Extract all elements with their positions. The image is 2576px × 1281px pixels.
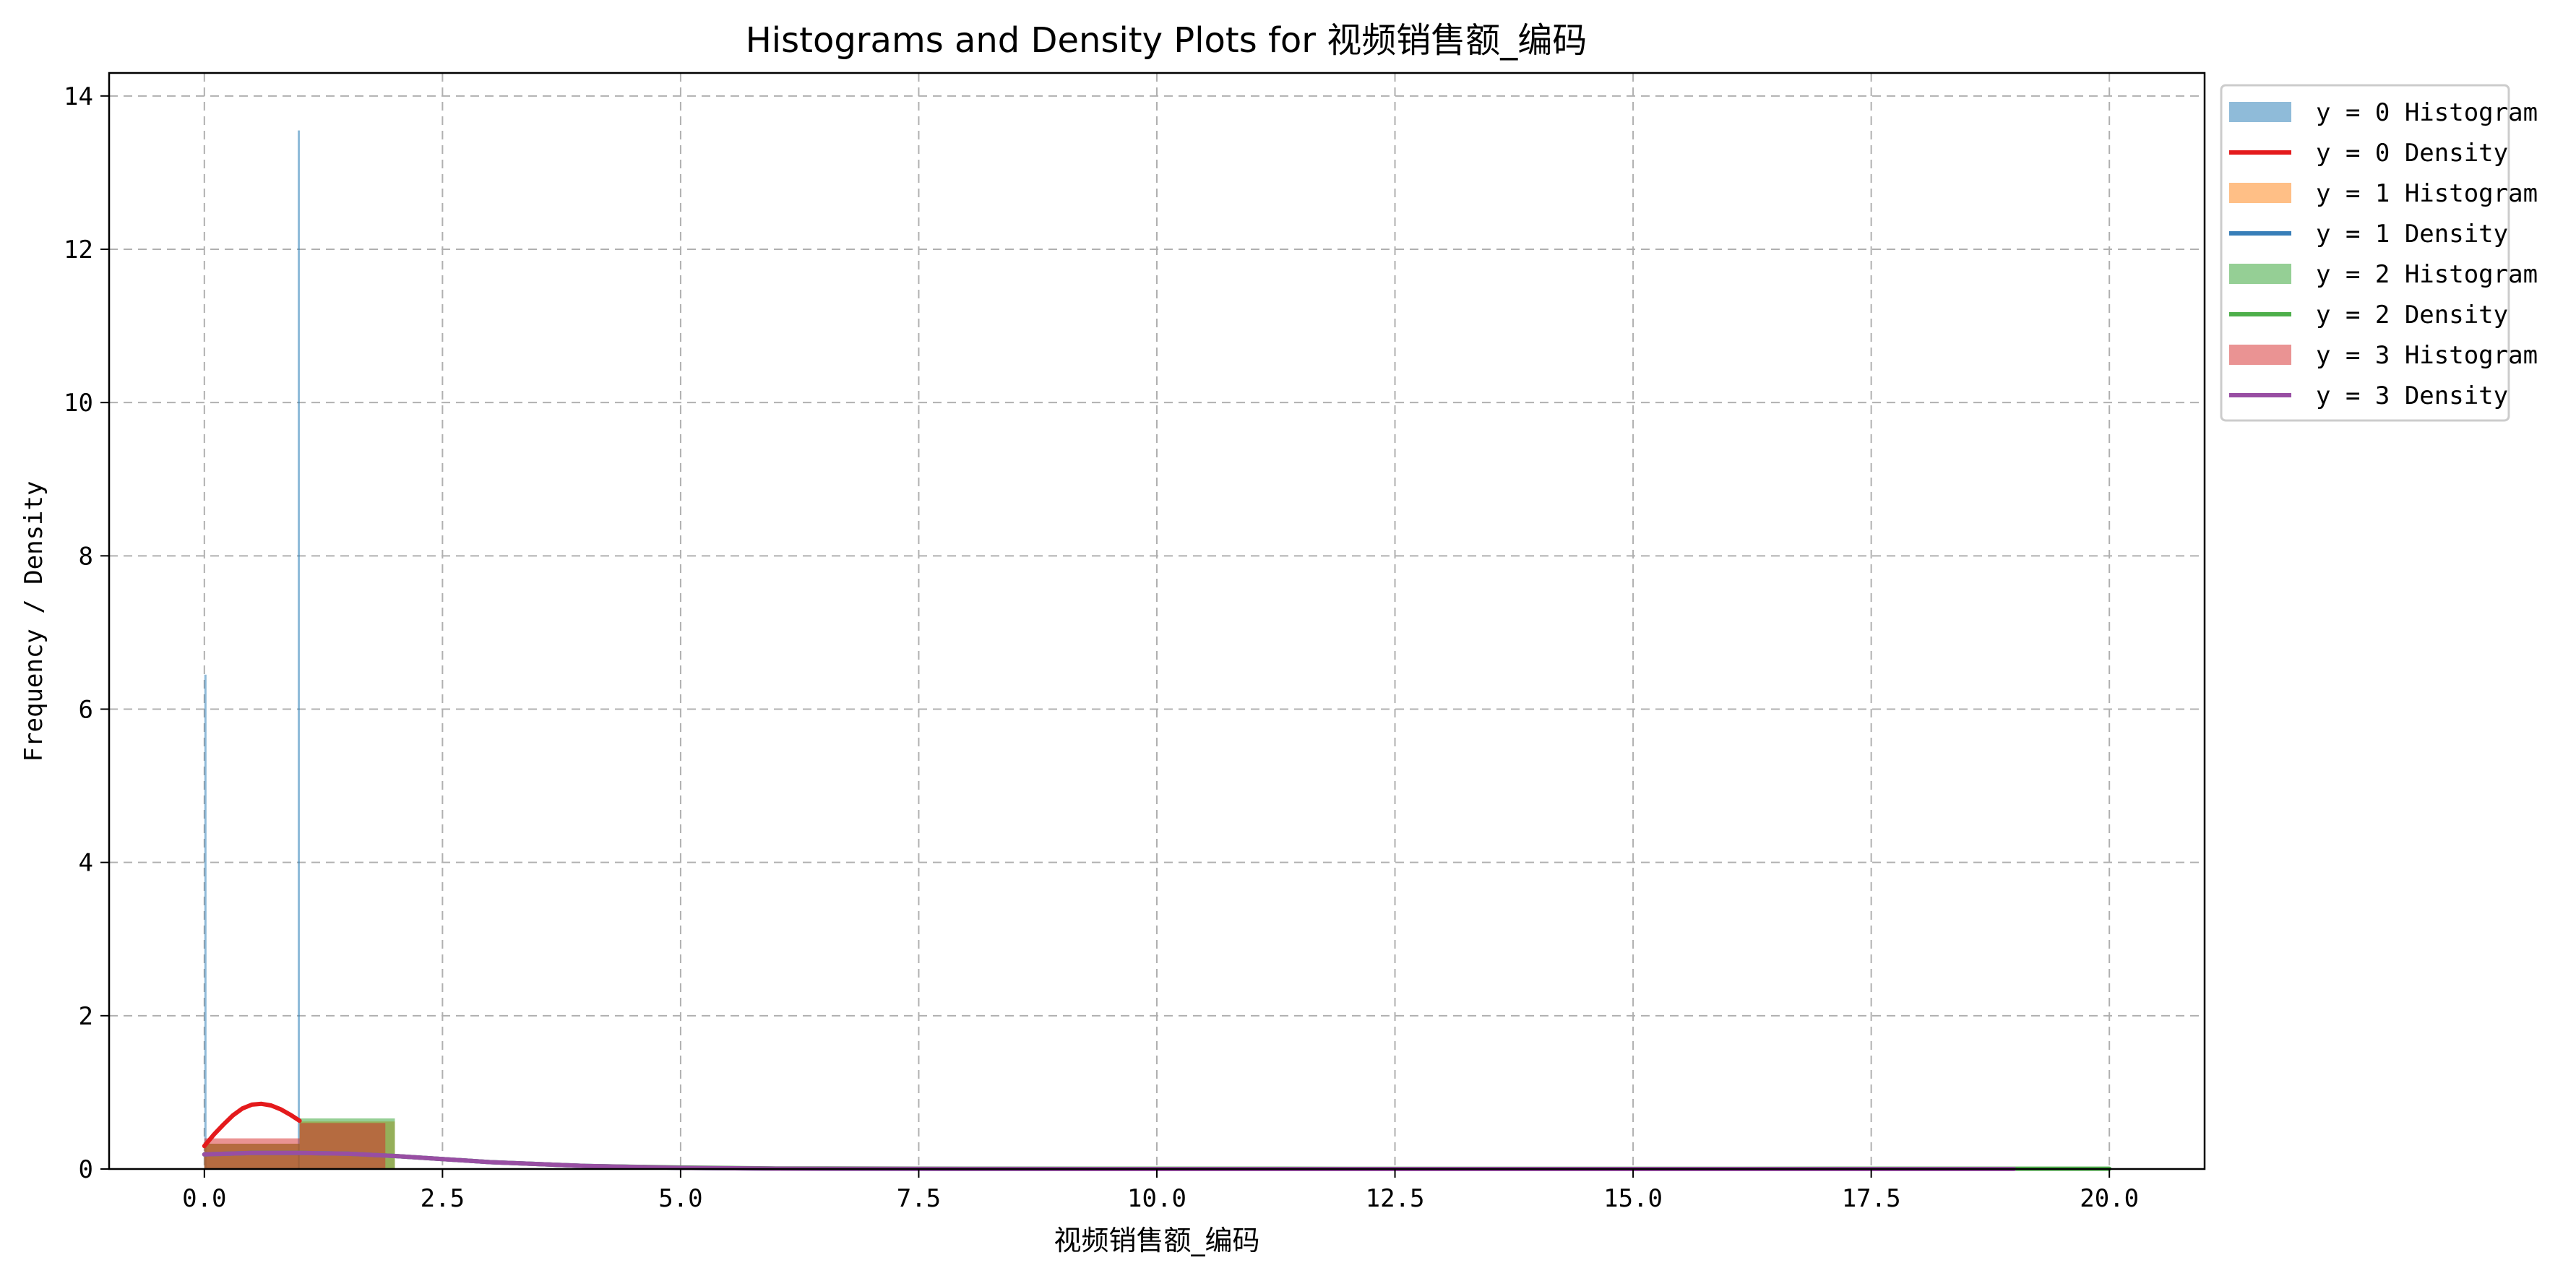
legend-histogram-swatch: [2229, 183, 2291, 203]
legend-histogram-label: y = 3 Histogram: [2316, 341, 2538, 370]
x-tick-label: 20.0: [2080, 1184, 2139, 1213]
y-tick-label: 2: [79, 1002, 93, 1031]
legend-density-label: y = 1 Density: [2316, 220, 2508, 249]
y-tick-label: 8: [79, 542, 93, 571]
x-axis-label: 视频销售额_编码: [1054, 1225, 1259, 1256]
legend-histogram-swatch: [2229, 345, 2291, 365]
legend-density-label: y = 0 Density: [2316, 139, 2508, 168]
y-tick-label: 6: [79, 695, 93, 724]
legend-histogram-label: y = 1 Histogram: [2316, 179, 2538, 208]
y-tick-label: 10: [64, 389, 93, 418]
legend-histogram-label: y = 2 Histogram: [2316, 260, 2538, 289]
x-tick-label: 2.5: [421, 1184, 465, 1213]
y-tick-label: 12: [64, 236, 93, 264]
x-tick-label: 10.0: [1127, 1184, 1186, 1213]
legend: y = 0 Histogram y = 0 Density y = 1 Histog…: [2220, 84, 2538, 422]
x-tick-label: 17.5: [1842, 1184, 1901, 1213]
histogram-bar: [298, 130, 300, 1169]
x-axis-ticks: 0.0 2.5 5.0 7.5 10.0 12.5 15.0 17.5 20.0: [182, 1169, 2139, 1213]
x-tick-label: 12.5: [1366, 1184, 1425, 1213]
x-tick-label: 0.0: [182, 1184, 226, 1213]
histogram-bar: [299, 1123, 386, 1169]
legend-histogram-swatch: [2229, 264, 2291, 284]
x-tick-label: 7.5: [897, 1184, 941, 1213]
y-tick-label: 0: [79, 1155, 93, 1184]
density-line: [202, 1101, 302, 1149]
chart-title: Histograms and Density Plots for 视频销售额_编…: [746, 20, 1588, 61]
legend-density-label: y = 2 Density: [2316, 301, 2508, 329]
y-tick-label: 4: [79, 849, 93, 878]
legend-histogram-label: y = 0 Histogram: [2316, 98, 2538, 127]
legend-histogram-swatch: [2229, 102, 2291, 122]
y-tick-label: 14: [64, 82, 93, 111]
legend-box: [2220, 84, 2510, 422]
y-axis-ticks: 0 2 4 6 8 10 12 14: [64, 82, 109, 1184]
histogram-bar: [204, 674, 207, 1169]
x-tick-label: 5.0: [658, 1184, 702, 1213]
legend-density-label: y = 3 Density: [2316, 381, 2508, 410]
x-tick-label: 15.0: [1603, 1184, 1663, 1213]
y-axis-label: Frequency / Density: [20, 481, 48, 762]
